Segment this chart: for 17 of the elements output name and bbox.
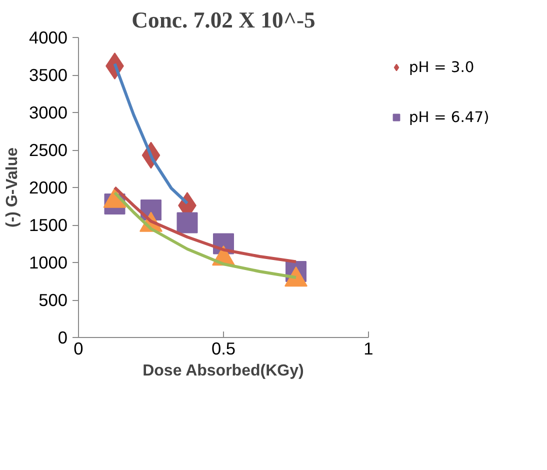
y-axis-title: (-) G-Value <box>4 147 21 228</box>
y-tick-label: 4000 <box>28 28 68 48</box>
y-tick-label: 2500 <box>28 140 68 160</box>
point <box>176 212 198 234</box>
y-tick-label: 500 <box>38 290 68 310</box>
y-tick-label: 3500 <box>28 65 68 85</box>
x-axis-title: Dose Absorbed(KGy) <box>142 362 304 380</box>
y-tick-label: 1500 <box>28 215 68 235</box>
chart-title: Conc. 7.02 X 10^-5 <box>132 8 316 32</box>
y-tick-label: 2000 <box>28 178 68 198</box>
x-tick-label: 0 <box>74 338 84 358</box>
x-tick-label: 0.5 <box>211 338 236 358</box>
y-tick-label: 1000 <box>28 252 68 272</box>
x-tick-label: 1 <box>364 338 374 358</box>
legend-label: pH = 3.0 <box>409 58 474 76</box>
y-tick-label: 3000 <box>28 102 68 122</box>
legend-label: pH = 6.47) <box>409 108 490 126</box>
